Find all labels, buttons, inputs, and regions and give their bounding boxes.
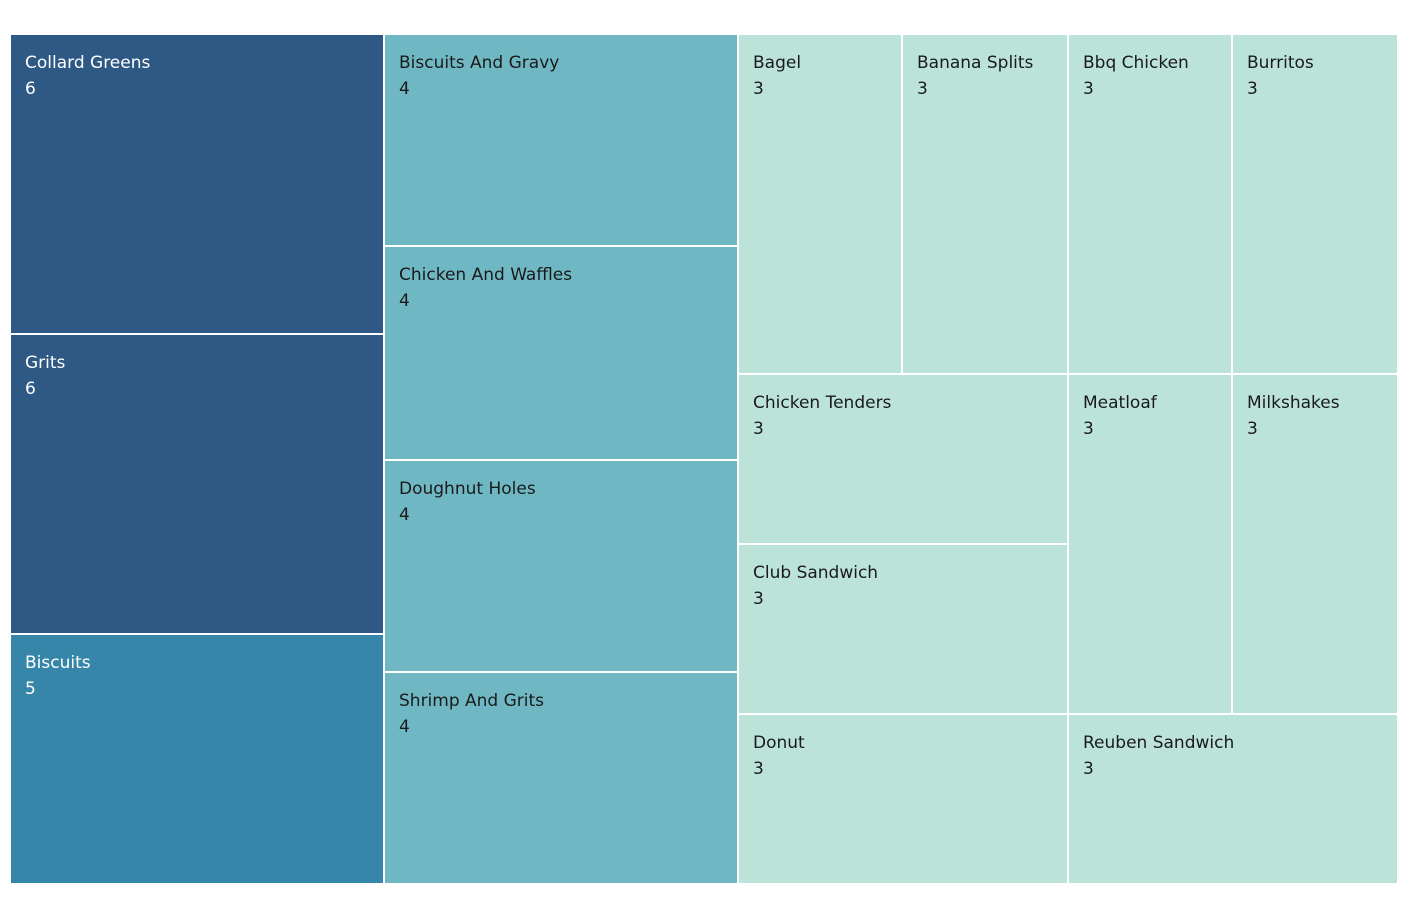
treemap-tile-chicken-tenders[interactable]: Chicken Tenders 3 [738,374,1068,544]
treemap-tile-burritos[interactable]: Burritos 3 [1232,34,1398,374]
tile-label: Shrimp And Grits 4 [399,688,544,740]
tile-value-label: 4 [399,717,410,737]
tile-value-label: 4 [399,505,410,525]
tile-name-label: Biscuits And Gravy [399,53,560,73]
tile-name-label: Doughnut Holes [399,479,536,499]
tile-label: Doughnut Holes 4 [399,476,536,528]
tile-value-label: 3 [1247,79,1258,99]
treemap-tile-milkshakes[interactable]: Milkshakes 3 [1232,374,1398,714]
tile-value-label: 4 [399,79,410,99]
treemap-tile-biscuits-and-gravy[interactable]: Biscuits And Gravy 4 [384,34,738,246]
tile-value-label: 3 [1083,419,1094,439]
tile-name-label: Bbq Chicken [1083,53,1189,73]
treemap-tile-bagel[interactable]: Bagel 3 [738,34,902,374]
tile-name-label: Chicken And Waffles [399,265,573,285]
tile-value-label: 3 [753,759,764,779]
tile-value-label: 3 [753,419,764,439]
tile-value-label: 5 [25,679,36,699]
tile-label: Biscuits And Gravy 4 [399,50,559,102]
treemap-tile-doughnut-holes[interactable]: Doughnut Holes 4 [384,460,738,672]
tile-value-label: 3 [753,589,764,609]
tile-label: Biscuits 5 [25,650,91,702]
tile-label: Collard Greens 6 [25,50,150,102]
treemap-tile-collard-greens[interactable]: Collard Greens 6 [10,34,384,334]
tile-label: Burritos 3 [1247,50,1314,102]
treemap-tile-grits[interactable]: Grits 6 [10,334,384,634]
tile-label: Club Sandwich 3 [753,560,878,612]
tile-label: Bbq Chicken 3 [1083,50,1189,102]
tile-label: Chicken And Waffles 4 [399,262,572,314]
treemap-tile-donut[interactable]: Donut 3 [738,714,1068,884]
tile-label: Reuben Sandwich 3 [1083,730,1234,782]
treemap-tile-reuben-sandwich[interactable]: Reuben Sandwich 3 [1068,714,1398,884]
treemap-tile-meatloaf[interactable]: Meatloaf 3 [1068,374,1232,714]
tile-label: Milkshakes 3 [1247,390,1340,442]
tile-name-label: Meatloaf [1083,393,1157,413]
tile-value-label: 3 [1247,419,1258,439]
tile-value-label: 4 [399,291,410,311]
tile-name-label: Biscuits [25,653,91,673]
treemap-tile-club-sandwich[interactable]: Club Sandwich 3 [738,544,1068,714]
tile-name-label: Banana Splits [917,53,1034,73]
tile-value-label: 6 [25,79,36,99]
tile-name-label: Grits [25,353,66,373]
tile-label: Grits 6 [25,350,65,402]
tile-name-label: Shrimp And Grits [399,691,545,711]
tile-value-label: 3 [753,79,764,99]
tile-name-label: Donut [753,733,805,753]
tile-name-label: Collard Greens [25,53,151,73]
tile-label: Banana Splits 3 [917,50,1033,102]
treemap-tile-shrimp-and-grits[interactable]: Shrimp And Grits 4 [384,672,738,884]
treemap-tile-biscuits[interactable]: Biscuits 5 [10,634,384,884]
tile-label: Meatloaf 3 [1083,390,1157,442]
tile-value-label: 3 [1083,759,1094,779]
tile-value-label: 3 [917,79,928,99]
tile-name-label: Reuben Sandwich [1083,733,1235,753]
tile-label: Bagel 3 [753,50,801,102]
tile-label: Chicken Tenders 3 [753,390,891,442]
treemap-tile-banana-splits[interactable]: Banana Splits 3 [902,34,1068,374]
tile-value-label: 3 [1083,79,1094,99]
tile-name-label: Milkshakes [1247,393,1340,413]
tile-name-label: Club Sandwich [753,563,879,583]
treemap-tile-chicken-and-waffles[interactable]: Chicken And Waffles 4 [384,246,738,460]
tile-name-label: Bagel [753,53,802,73]
tile-value-label: 6 [25,379,36,399]
tile-name-label: Chicken Tenders [753,393,892,413]
tile-label: Donut 3 [753,730,805,782]
tile-name-label: Burritos [1247,53,1314,73]
treemap-tile-bbq-chicken[interactable]: Bbq Chicken 3 [1068,34,1232,374]
